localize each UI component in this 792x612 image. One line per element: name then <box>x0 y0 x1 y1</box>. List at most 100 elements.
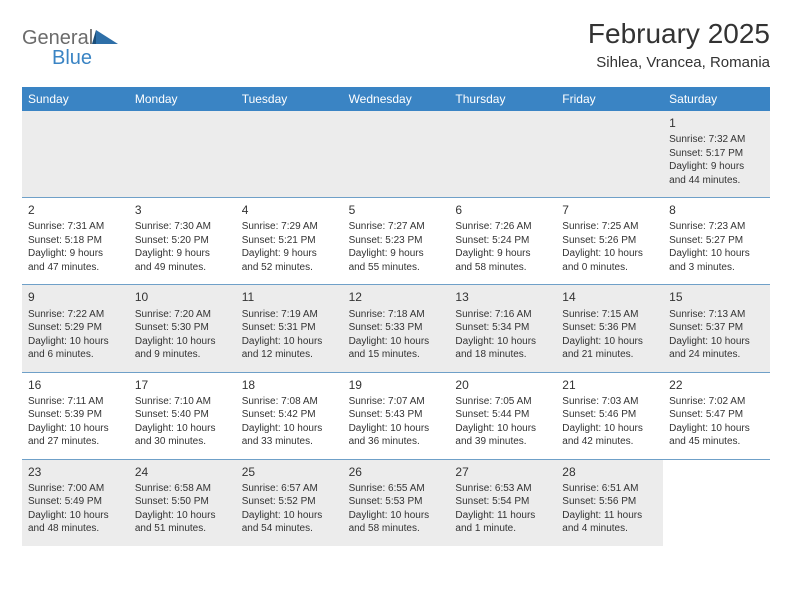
sunset-text: Sunset: 5:23 PM <box>349 234 444 248</box>
sunrise-text: Sunrise: 7:02 AM <box>669 395 764 409</box>
day-number: 23 <box>28 464 123 480</box>
day-cell: 25Sunrise: 6:57 AMSunset: 5:52 PMDayligh… <box>236 460 343 546</box>
daylight1-text: Daylight: 10 hours <box>562 335 657 349</box>
sunrise-text: Sunrise: 7:10 AM <box>135 395 230 409</box>
day-number: 17 <box>135 377 230 393</box>
daylight2-text: and 55 minutes. <box>349 261 444 275</box>
daylight1-text: Daylight: 10 hours <box>135 422 230 436</box>
header: General Blue February 2025 Sihlea, Vranc… <box>22 18 770 75</box>
daylight2-text: and 51 minutes. <box>135 522 230 536</box>
daylight1-text: Daylight: 9 hours <box>28 247 123 261</box>
sunset-text: Sunset: 5:17 PM <box>669 147 764 161</box>
daylight1-text: Daylight: 10 hours <box>135 509 230 523</box>
week-row: 16Sunrise: 7:11 AMSunset: 5:39 PMDayligh… <box>22 372 770 459</box>
daylight2-text: and 6 minutes. <box>28 348 123 362</box>
sunrise-text: Sunrise: 7:07 AM <box>349 395 444 409</box>
sunrise-text: Sunrise: 7:30 AM <box>135 220 230 234</box>
weekday-fri: Friday <box>556 87 663 111</box>
daylight2-text: and 33 minutes. <box>242 435 337 449</box>
daylight1-text: Daylight: 10 hours <box>28 509 123 523</box>
day-cell: 18Sunrise: 7:08 AMSunset: 5:42 PMDayligh… <box>236 373 343 459</box>
sunset-text: Sunset: 5:39 PM <box>28 408 123 422</box>
daylight2-text: and 39 minutes. <box>455 435 550 449</box>
sunset-text: Sunset: 5:33 PM <box>349 321 444 335</box>
sunset-text: Sunset: 5:20 PM <box>135 234 230 248</box>
empty-cell <box>449 111 556 197</box>
daylight1-text: Daylight: 10 hours <box>669 247 764 261</box>
generalblue-logo-icon: General Blue <box>22 24 132 70</box>
weekday-sun: Sunday <box>22 87 129 111</box>
daylight1-text: Daylight: 10 hours <box>242 335 337 349</box>
day-cell: 16Sunrise: 7:11 AMSunset: 5:39 PMDayligh… <box>22 373 129 459</box>
daylight1-text: Daylight: 9 hours <box>349 247 444 261</box>
day-cell: 6Sunrise: 7:26 AMSunset: 5:24 PMDaylight… <box>449 198 556 284</box>
day-number: 26 <box>349 464 444 480</box>
daylight2-text: and 24 minutes. <box>669 348 764 362</box>
daylight2-text: and 30 minutes. <box>135 435 230 449</box>
calendar-grid: 1Sunrise: 7:32 AMSunset: 5:17 PMDaylight… <box>22 111 770 546</box>
daylight2-text: and 42 minutes. <box>562 435 657 449</box>
sunset-text: Sunset: 5:52 PM <box>242 495 337 509</box>
daylight2-text: and 4 minutes. <box>562 522 657 536</box>
daylight1-text: Daylight: 9 hours <box>669 160 764 174</box>
daylight2-text: and 58 minutes. <box>455 261 550 275</box>
day-number: 22 <box>669 377 764 393</box>
day-cell: 14Sunrise: 7:15 AMSunset: 5:36 PMDayligh… <box>556 285 663 371</box>
daylight1-text: Daylight: 10 hours <box>349 422 444 436</box>
daylight1-text: Daylight: 10 hours <box>242 422 337 436</box>
day-cell: 20Sunrise: 7:05 AMSunset: 5:44 PMDayligh… <box>449 373 556 459</box>
sunrise-text: Sunrise: 7:11 AM <box>28 395 123 409</box>
day-number: 8 <box>669 202 764 218</box>
daylight1-text: Daylight: 10 hours <box>669 422 764 436</box>
day-cell: 13Sunrise: 7:16 AMSunset: 5:34 PMDayligh… <box>449 285 556 371</box>
daylight2-text: and 58 minutes. <box>349 522 444 536</box>
day-cell: 12Sunrise: 7:18 AMSunset: 5:33 PMDayligh… <box>343 285 450 371</box>
sunrise-text: Sunrise: 6:51 AM <box>562 482 657 496</box>
location-subtitle: Sihlea, Vrancea, Romania <box>588 54 770 71</box>
daylight2-text: and 44 minutes. <box>669 174 764 188</box>
sunset-text: Sunset: 5:18 PM <box>28 234 123 248</box>
daylight1-text: Daylight: 10 hours <box>455 335 550 349</box>
sunset-text: Sunset: 5:53 PM <box>349 495 444 509</box>
empty-cell <box>663 460 770 546</box>
weekday-tue: Tuesday <box>236 87 343 111</box>
daylight1-text: Daylight: 10 hours <box>28 422 123 436</box>
day-number: 28 <box>562 464 657 480</box>
daylight1-text: Daylight: 10 hours <box>242 509 337 523</box>
sunrise-text: Sunrise: 7:05 AM <box>455 395 550 409</box>
sunrise-text: Sunrise: 7:23 AM <box>669 220 764 234</box>
sunset-text: Sunset: 5:46 PM <box>562 408 657 422</box>
sunrise-text: Sunrise: 7:26 AM <box>455 220 550 234</box>
daylight1-text: Daylight: 10 hours <box>135 335 230 349</box>
daylight1-text: Daylight: 10 hours <box>349 509 444 523</box>
week-row: 23Sunrise: 7:00 AMSunset: 5:49 PMDayligh… <box>22 459 770 546</box>
day-number: 27 <box>455 464 550 480</box>
sunrise-text: Sunrise: 6:55 AM <box>349 482 444 496</box>
empty-cell <box>343 111 450 197</box>
sunrise-text: Sunrise: 6:58 AM <box>135 482 230 496</box>
daylight2-text: and 3 minutes. <box>669 261 764 275</box>
day-number: 10 <box>135 289 230 305</box>
day-number: 2 <box>28 202 123 218</box>
daylight2-text: and 27 minutes. <box>28 435 123 449</box>
day-cell: 4Sunrise: 7:29 AMSunset: 5:21 PMDaylight… <box>236 198 343 284</box>
day-cell: 10Sunrise: 7:20 AMSunset: 5:30 PMDayligh… <box>129 285 236 371</box>
sunrise-text: Sunrise: 7:13 AM <box>669 308 764 322</box>
sunrise-text: Sunrise: 7:32 AM <box>669 133 764 147</box>
daylight2-text: and 48 minutes. <box>28 522 123 536</box>
day-cell: 9Sunrise: 7:22 AMSunset: 5:29 PMDaylight… <box>22 285 129 371</box>
weekday-thu: Thursday <box>449 87 556 111</box>
week-row: 2Sunrise: 7:31 AMSunset: 5:18 PMDaylight… <box>22 197 770 284</box>
daylight2-text: and 36 minutes. <box>349 435 444 449</box>
sunset-text: Sunset: 5:50 PM <box>135 495 230 509</box>
day-cell: 2Sunrise: 7:31 AMSunset: 5:18 PMDaylight… <box>22 198 129 284</box>
daylight1-text: Daylight: 10 hours <box>562 247 657 261</box>
daylight1-text: Daylight: 10 hours <box>669 335 764 349</box>
day-number: 20 <box>455 377 550 393</box>
day-cell: 28Sunrise: 6:51 AMSunset: 5:56 PMDayligh… <box>556 460 663 546</box>
daylight2-text: and 52 minutes. <box>242 261 337 275</box>
daylight2-text: and 12 minutes. <box>242 348 337 362</box>
sunset-text: Sunset: 5:47 PM <box>669 408 764 422</box>
sunrise-text: Sunrise: 6:57 AM <box>242 482 337 496</box>
sunset-text: Sunset: 5:34 PM <box>455 321 550 335</box>
